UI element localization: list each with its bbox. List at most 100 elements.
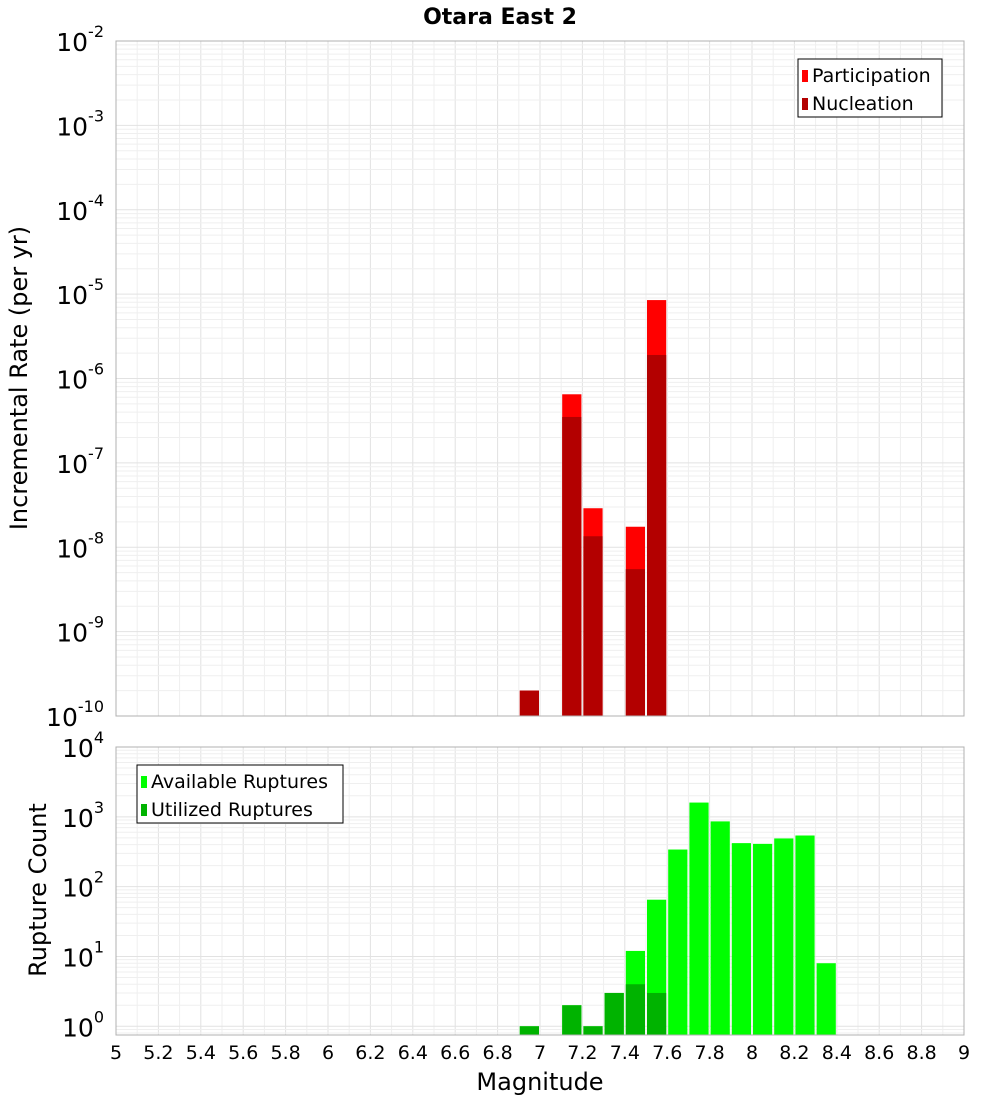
y-tick-base: 10	[56, 28, 88, 57]
y-tick-exponent: -3	[88, 106, 104, 125]
x-tick-label: 6	[322, 1042, 334, 1064]
legend-swatch	[141, 776, 147, 788]
x-tick-label: 8.2	[779, 1042, 809, 1064]
top-bar-nucleation	[519, 690, 539, 716]
x-tick-label: 7	[534, 1042, 546, 1064]
x-tick-label: 6.4	[398, 1042, 428, 1064]
y-tick-base: 10	[56, 366, 88, 395]
y-tick-exponent: -7	[88, 444, 104, 463]
y-tick-exponent: 1	[94, 937, 104, 956]
top-y-tick-label: 10-7	[56, 444, 104, 479]
top-y-tick-label: 10-9	[56, 613, 104, 648]
y-tick-exponent: 0	[94, 1007, 104, 1026]
y-tick-base: 10	[62, 804, 94, 833]
x-tick-label: 8	[746, 1042, 758, 1064]
y-tick-base: 10	[46, 703, 78, 732]
top-y-tick-label: 10-2	[56, 22, 104, 57]
y-tick-exponent: 2	[94, 868, 104, 887]
y-tick-base: 10	[56, 619, 88, 648]
top-legend: Participation Nucleation	[797, 58, 943, 118]
bottom-bar-available-ruptures	[668, 849, 688, 1035]
top-plot-border	[115, 40, 965, 717]
top-bar-nucleation	[625, 569, 645, 716]
bottom-y-axis-label: Rupture Count	[24, 803, 52, 977]
top-y-tick-label: 10-10	[46, 697, 104, 732]
x-tick-label: 5	[110, 1042, 122, 1064]
x-tick-label: 7.8	[694, 1042, 724, 1064]
top-panel: 10-1010-910-810-710-610-510-410-310-2Par…	[46, 22, 965, 732]
legend-label: Nucleation	[812, 93, 914, 115]
top-y-axis-label: Incremental Rate (per yr)	[5, 226, 33, 530]
y-tick-base: 10	[56, 534, 88, 563]
top-y-tick-label: 10-6	[56, 360, 104, 395]
top-y-tick-label: 10-8	[56, 528, 104, 563]
y-tick-base: 10	[56, 281, 88, 310]
x-tick-label: 6.8	[482, 1042, 512, 1064]
bottom-bar-available-ruptures	[689, 802, 709, 1035]
legend-label: Available Ruptures	[151, 771, 328, 793]
bottom-y-tick-label: 102	[62, 868, 104, 903]
bottom-bar-utilized-ruptures	[519, 1026, 539, 1035]
x-tick-label: 8.6	[864, 1042, 894, 1064]
legend-label: Participation	[812, 65, 931, 87]
x-tick-label: 6.6	[440, 1042, 470, 1064]
x-tick-label: 5.8	[270, 1042, 300, 1064]
bottom-bar-utilized-ruptures	[562, 1005, 582, 1035]
bottom-bar-utilized-ruptures	[604, 992, 624, 1035]
bottom-y-tick-label: 101	[62, 937, 104, 972]
bottom-bar-utilized-ruptures	[647, 992, 667, 1035]
y-tick-exponent: 3	[94, 798, 104, 817]
x-tick-label: 5.4	[186, 1042, 216, 1064]
y-tick-base: 10	[62, 874, 94, 903]
x-tick-label: 5.6	[228, 1042, 258, 1064]
bottom-bar-available-ruptures	[795, 835, 815, 1035]
bottom-plot-border	[115, 746, 965, 1036]
top-y-tick-label: 10-4	[56, 191, 104, 226]
top-y-tick-label: 10-5	[56, 275, 104, 310]
x-tick-label: 7.4	[610, 1042, 640, 1064]
y-tick-exponent: -10	[78, 697, 104, 716]
y-tick-exponent: -9	[88, 613, 104, 632]
legend-label: Utilized Ruptures	[151, 799, 313, 821]
bottom-legend-box	[136, 764, 344, 824]
x-tick-label: 9	[958, 1042, 970, 1064]
bottom-bar-available-ruptures	[816, 963, 836, 1035]
legend-swatch	[802, 70, 808, 82]
bottom-bar-available-ruptures	[731, 843, 751, 1035]
bottom-y-tick-label: 100	[62, 1007, 104, 1042]
x-tick-label: 5.2	[143, 1042, 173, 1064]
legend-swatch	[802, 98, 808, 110]
x-axis-label: Magnitude	[476, 1068, 603, 1096]
bottom-y-tick-label: 104	[62, 728, 104, 763]
top-legend-box	[797, 58, 943, 118]
y-tick-base: 10	[56, 450, 88, 479]
chart-title: Otara East 2	[423, 5, 577, 30]
y-tick-exponent: -8	[88, 528, 104, 547]
bottom-bar-available-ruptures	[710, 821, 730, 1035]
y-tick-exponent: -2	[88, 22, 104, 41]
x-tick-label: 7.6	[652, 1042, 682, 1064]
y-tick-exponent: -4	[88, 191, 104, 210]
y-tick-base: 10	[62, 1013, 94, 1042]
legend-swatch	[141, 804, 147, 816]
x-tick-label: 8.8	[906, 1042, 936, 1064]
bottom-bar-utilized-ruptures	[583, 1026, 603, 1035]
top-bar-nucleation	[583, 536, 603, 716]
y-tick-base: 10	[62, 943, 94, 972]
bottom-bar-utilized-ruptures	[625, 984, 645, 1035]
bottom-y-tick-label: 103	[62, 798, 104, 833]
y-tick-base: 10	[56, 197, 88, 226]
bottom-bar-available-ruptures	[774, 838, 794, 1035]
y-tick-exponent: -5	[88, 275, 104, 294]
y-tick-base: 10	[62, 734, 94, 763]
y-tick-exponent: 4	[94, 728, 104, 747]
x-tick-label: 8.4	[822, 1042, 852, 1064]
top-y-tick-label: 10-3	[56, 106, 104, 141]
top-bar-nucleation	[647, 354, 667, 716]
top-bar-nucleation	[562, 416, 582, 716]
y-tick-exponent: -6	[88, 360, 104, 379]
bottom-legend: Available Ruptures Utilized Ruptures	[136, 764, 344, 824]
x-tick-label: 7.2	[567, 1042, 597, 1064]
y-tick-base: 10	[56, 112, 88, 141]
